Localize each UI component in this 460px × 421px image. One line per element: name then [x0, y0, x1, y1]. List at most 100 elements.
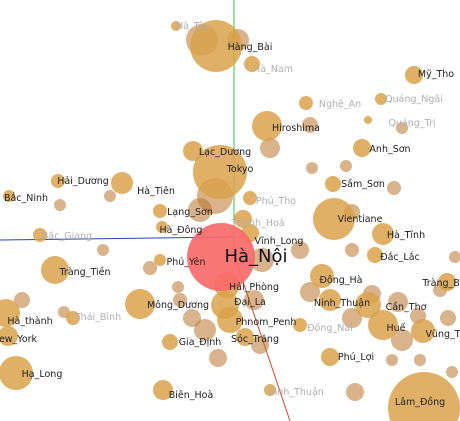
- node-label[interactable]: Mông_Dương: [147, 300, 209, 311]
- node-bubble[interactable]: [33, 228, 47, 242]
- node-bubble[interactable]: [154, 254, 166, 266]
- node-bubble[interactable]: [367, 247, 383, 263]
- node-label[interactable]: Hà_Tây: [176, 21, 210, 32]
- node-bubble[interactable]: [364, 116, 372, 124]
- node-bubble[interactable]: [153, 380, 173, 400]
- node-label[interactable]: Phú_Yên: [167, 257, 206, 268]
- node-bubble[interactable]: [234, 210, 252, 228]
- cluster-bubble: [194, 319, 216, 341]
- cluster-bubble: [104, 190, 116, 202]
- node-bubble[interactable]: [321, 348, 339, 366]
- node-label[interactable]: Anh_Sơn: [369, 144, 410, 155]
- node-bubble[interactable]: [388, 372, 460, 421]
- node-bubble[interactable]: [66, 311, 80, 325]
- node-label[interactable]: Hà_Tiên: [137, 186, 175, 197]
- node-bubble[interactable]: [3, 190, 15, 202]
- node-bubble[interactable]: [190, 20, 242, 72]
- node-label[interactable]: Hà_Đông: [160, 225, 203, 236]
- node-bubble[interactable]: [171, 21, 181, 31]
- node-bubble[interactable]: [125, 289, 155, 319]
- node-bubble[interactable]: [313, 198, 355, 240]
- node-label[interactable]: Đông_Hà: [320, 275, 363, 286]
- node-label[interactable]: Hàng_Bài: [228, 42, 273, 53]
- focus-node-label: Hà_Nội: [224, 246, 287, 267]
- node-label[interactable]: Bắc_Ninh: [4, 193, 48, 204]
- node-label[interactable]: ew_York: [0, 334, 38, 345]
- node-label[interactable]: Sóc_Trăng: [231, 334, 279, 345]
- focus-node-group[interactable]: [187, 223, 255, 291]
- node-label[interactable]: Thái_Bình: [74, 312, 121, 323]
- node-label[interactable]: Vũng_T: [425, 329, 460, 340]
- node-label[interactable]: Lạng_Sơn: [167, 207, 213, 218]
- node-label[interactable]: Đắc_Lắc: [380, 252, 420, 263]
- node-label[interactable]: Tokyo: [226, 164, 254, 175]
- node-bubble[interactable]: [411, 319, 435, 343]
- node-label[interactable]: Huế: [386, 323, 405, 334]
- node-bubble[interactable]: [236, 328, 254, 346]
- node-bubble[interactable]: [0, 326, 18, 346]
- node-bubble[interactable]: [217, 307, 243, 333]
- node-label[interactable]: Đồng_Nai: [307, 323, 353, 334]
- node-bubble[interactable]: [193, 145, 247, 199]
- node-label[interactable]: Ninh_Thuận: [314, 298, 370, 309]
- node-label[interactable]: Tràng_Tiền: [59, 267, 111, 278]
- node-bubble[interactable]: [244, 56, 260, 72]
- node-label[interactable]: Phnom_Penh: [236, 317, 297, 328]
- node-bubble[interactable]: [368, 310, 398, 340]
- node-label[interactable]: Hà_Nam: [253, 64, 293, 75]
- node-bubble[interactable]: [51, 174, 65, 188]
- node-label[interactable]: Bắc_Giang: [42, 231, 92, 242]
- node-label[interactable]: Mỹ_Tho: [418, 69, 454, 80]
- node-bubble[interactable]: [355, 292, 381, 318]
- node-bubble[interactable]: [319, 289, 341, 311]
- cluster-bubble: [188, 198, 212, 222]
- node-bubble[interactable]: [162, 334, 178, 350]
- node-label[interactable]: Lâm_Đồng: [395, 397, 445, 408]
- node-label[interactable]: Biên_Hoà: [169, 390, 214, 401]
- node-label[interactable]: Sầm_Sơn: [341, 179, 385, 190]
- node-label[interactable]: Cần_Thơ: [386, 302, 427, 313]
- node-bubble[interactable]: [353, 139, 371, 157]
- node-bubble[interactable]: [252, 111, 282, 141]
- node-label[interactable]: Hải_Dương: [57, 176, 109, 187]
- node-label[interactable]: Tràng_Bà: [421, 278, 460, 289]
- node-label[interactable]: Hạ_Long: [22, 369, 63, 380]
- node-label[interactable]: Phú_Lợi: [338, 352, 374, 363]
- node-label[interactable]: Hải_Phòng: [229, 282, 279, 293]
- node-label[interactable]: Gia_Định: [179, 337, 222, 348]
- node-bubble[interactable]: [156, 221, 168, 233]
- node-bubble[interactable]: [264, 384, 276, 396]
- node-label[interactable]: Phú_Thọ: [256, 196, 296, 207]
- cluster-bubble: [449, 251, 460, 263]
- node-label[interactable]: Quảng_Ngãi: [385, 94, 443, 105]
- node-bubble[interactable]: [243, 191, 257, 205]
- node-label[interactable]: Thanh_Hoá: [230, 218, 284, 229]
- node-bubble[interactable]: [0, 356, 33, 390]
- node-bubble[interactable]: [325, 176, 341, 192]
- node-label[interactable]: Vĩnh_Long: [255, 236, 304, 247]
- node-bubble[interactable]: [438, 273, 456, 291]
- node-label[interactable]: Hiroshima: [272, 123, 320, 134]
- node-bubble[interactable]: [41, 256, 69, 284]
- node-bubble[interactable]: [310, 264, 334, 288]
- node-bubble[interactable]: [405, 66, 423, 84]
- node-label[interactable]: Hà_thành: [7, 316, 52, 327]
- node-bubble[interactable]: [111, 172, 133, 194]
- node-label[interactable]: Hà_Tĩnh: [387, 230, 425, 241]
- node-label[interactable]: Bình_Thuận: [268, 387, 324, 398]
- node-label[interactable]: Vientiane: [338, 214, 383, 225]
- node-bubble[interactable]: [293, 318, 307, 332]
- node-label[interactable]: Lạc_Dương: [199, 147, 251, 158]
- node-bubble[interactable]: [375, 93, 387, 105]
- node-bubble[interactable]: [299, 96, 313, 110]
- node-label[interactable]: Quảng_Trị: [388, 118, 435, 129]
- node-label[interactable]: Nghệ_An: [319, 99, 361, 110]
- node-label[interactable]: Đại_La: [234, 297, 266, 308]
- focus-node-bubble[interactable]: [187, 223, 255, 291]
- node-bubble[interactable]: [183, 141, 203, 161]
- node-bubble[interactable]: [153, 204, 167, 218]
- node-bubble[interactable]: [372, 223, 394, 245]
- node-bubble[interactable]: [0, 299, 20, 327]
